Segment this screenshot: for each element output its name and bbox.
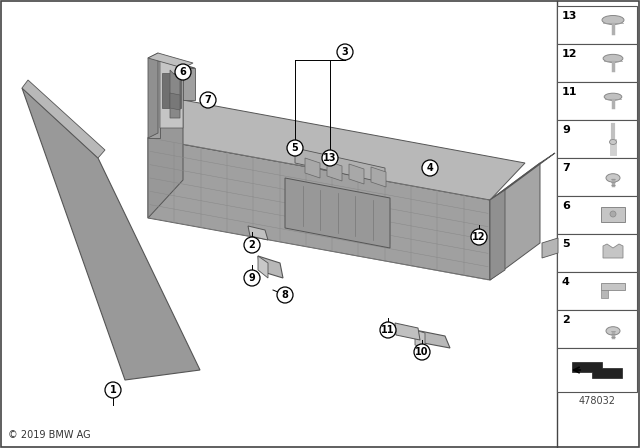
Polygon shape [258,256,268,278]
Ellipse shape [604,93,622,100]
Polygon shape [295,148,385,183]
Polygon shape [148,58,195,68]
Polygon shape [258,256,283,278]
Polygon shape [490,190,505,280]
Text: 9: 9 [248,273,255,283]
Ellipse shape [606,327,620,335]
Polygon shape [162,73,181,108]
Polygon shape [490,163,540,280]
Polygon shape [415,330,425,348]
Circle shape [414,344,430,360]
Text: 4: 4 [562,277,570,287]
Circle shape [244,270,260,286]
Polygon shape [148,100,525,200]
Circle shape [337,44,353,60]
Text: 7: 7 [205,95,211,105]
Circle shape [105,382,121,398]
Polygon shape [148,53,158,138]
Circle shape [287,140,303,156]
Circle shape [200,92,216,108]
Polygon shape [601,283,625,290]
Polygon shape [603,244,623,258]
Polygon shape [170,93,180,110]
Polygon shape [148,58,160,138]
Polygon shape [183,68,195,100]
Polygon shape [601,290,608,298]
Polygon shape [160,58,183,128]
Text: 478032: 478032 [579,396,616,406]
Circle shape [380,322,396,338]
Circle shape [322,150,338,166]
Text: 6: 6 [562,201,570,211]
Text: 12: 12 [562,49,577,59]
FancyBboxPatch shape [557,44,637,82]
Polygon shape [148,53,193,68]
Text: 6: 6 [180,67,186,77]
Text: 2: 2 [562,315,570,325]
Ellipse shape [603,54,623,62]
Circle shape [244,237,260,253]
Text: 10: 10 [415,347,429,357]
Polygon shape [349,164,364,184]
Polygon shape [542,238,558,258]
Circle shape [175,64,191,80]
FancyBboxPatch shape [557,158,637,196]
Text: 12: 12 [472,232,486,242]
Polygon shape [395,323,420,340]
Polygon shape [170,70,180,118]
Circle shape [422,160,438,176]
Text: 13: 13 [562,11,577,21]
Ellipse shape [602,16,624,25]
Text: © 2019 BMW AG: © 2019 BMW AG [8,430,91,440]
FancyBboxPatch shape [557,6,637,44]
Ellipse shape [609,139,616,145]
Text: 7: 7 [562,163,570,173]
Polygon shape [248,226,268,240]
Polygon shape [371,167,386,187]
Ellipse shape [606,174,620,182]
Text: 9: 9 [562,125,570,135]
Polygon shape [572,362,622,378]
FancyBboxPatch shape [601,207,625,222]
Polygon shape [415,330,450,348]
Polygon shape [148,138,490,280]
FancyBboxPatch shape [557,120,637,158]
FancyBboxPatch shape [557,348,637,392]
Circle shape [277,287,293,303]
Text: 5: 5 [292,143,298,153]
Text: 13: 13 [323,153,337,163]
FancyBboxPatch shape [557,196,637,234]
Polygon shape [22,88,200,380]
Circle shape [610,211,616,217]
Text: 8: 8 [282,290,289,300]
Polygon shape [285,178,390,248]
Text: 3: 3 [342,47,348,57]
Polygon shape [327,161,342,181]
FancyBboxPatch shape [557,82,637,120]
Text: 11: 11 [381,325,395,335]
Text: 5: 5 [562,239,570,249]
Text: 2: 2 [248,240,255,250]
Polygon shape [22,80,105,158]
FancyBboxPatch shape [557,272,637,310]
Polygon shape [148,100,183,218]
Polygon shape [490,153,555,200]
Text: 1: 1 [109,385,116,395]
Circle shape [471,229,487,245]
FancyBboxPatch shape [557,310,637,348]
Text: 4: 4 [427,163,433,173]
Text: 11: 11 [562,87,577,97]
Polygon shape [305,158,320,178]
FancyBboxPatch shape [557,234,637,272]
